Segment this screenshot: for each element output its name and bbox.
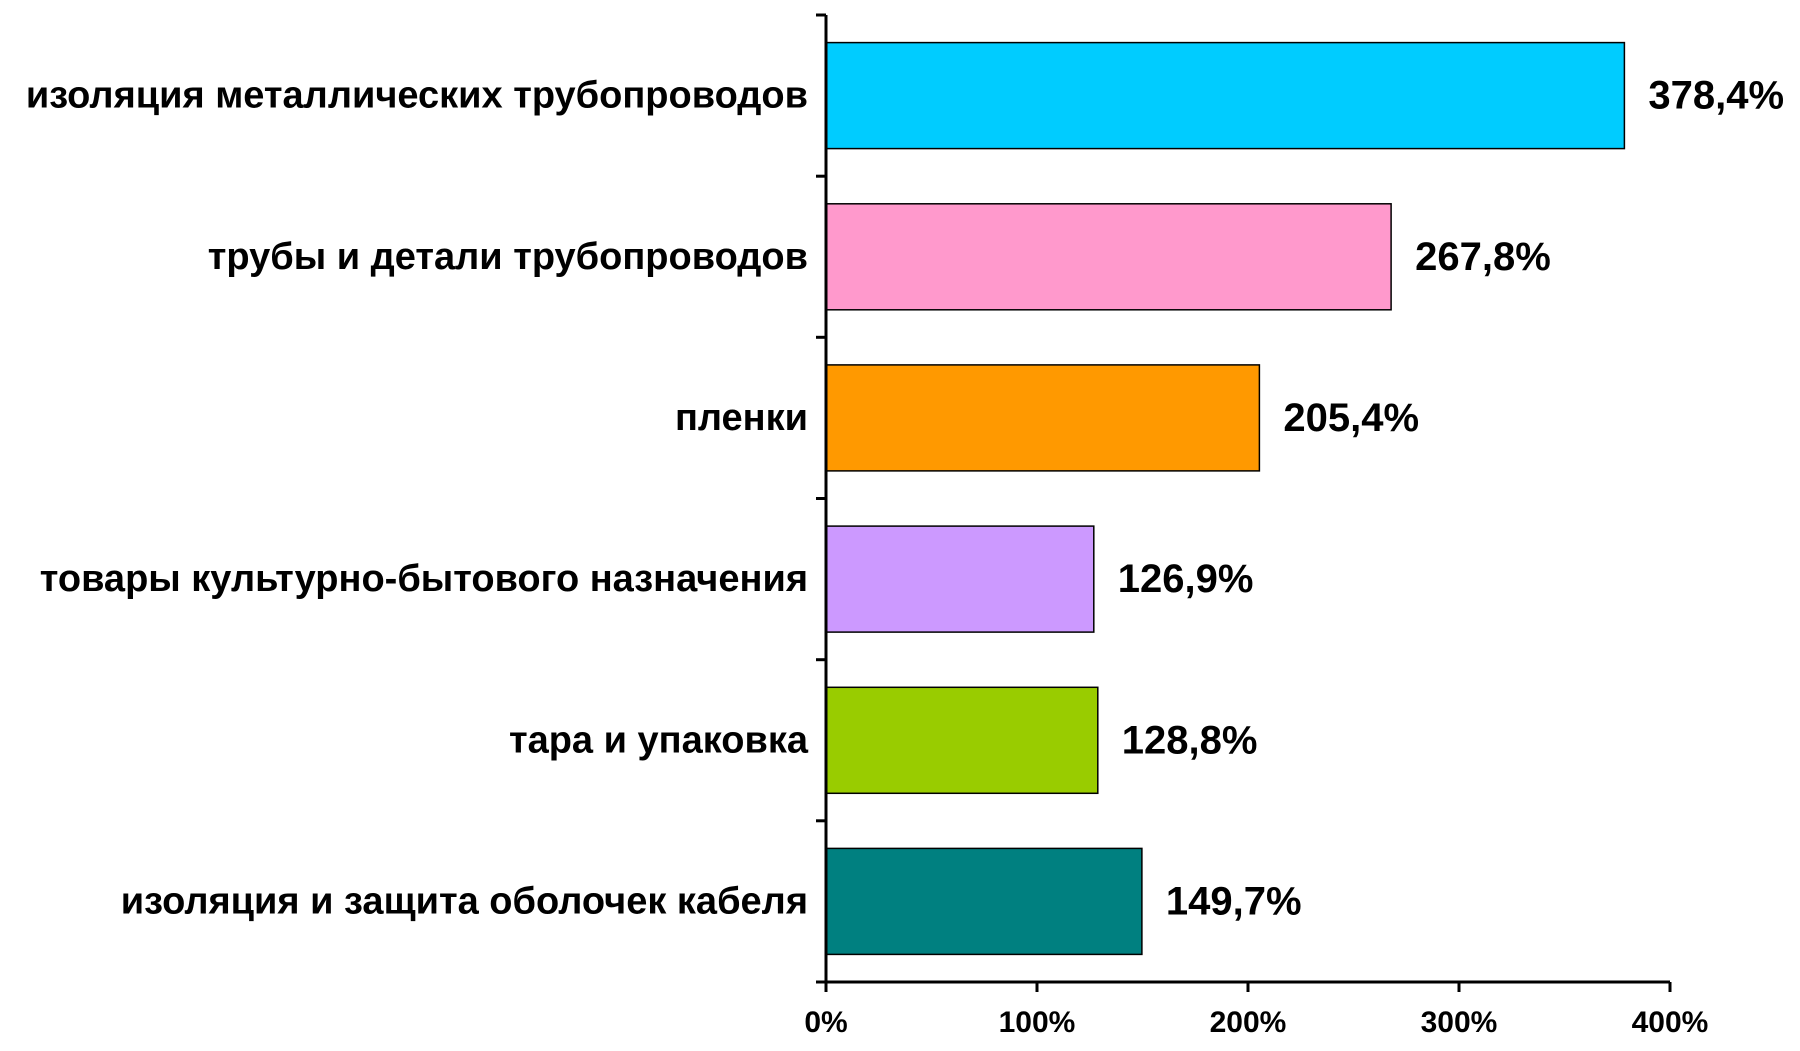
x-tick-label-4: 300% (1421, 1006, 1498, 1039)
x-tick-label-3: 200% (1210, 1006, 1287, 1039)
data-label-4: 126,9% (1118, 557, 1254, 601)
bar-1 (825, 41, 1626, 150)
category-label-1: изоляция металлических трубопроводов (26, 75, 808, 117)
bar-4 (825, 525, 1095, 633)
data-label-2: 267,8% (1415, 235, 1551, 279)
axes-layer (816, 13, 1672, 992)
x-tick-label-1: 0% (804, 1006, 847, 1039)
category-label-6: изоляция и защита оболочек кабеля (121, 880, 808, 922)
data-label-3: 205,4% (1283, 396, 1419, 440)
bar-2 (825, 203, 1392, 311)
bar-5 (825, 686, 1099, 795)
bar-6 (825, 847, 1143, 956)
category-label-4: товары культурно-бытового назначения (40, 558, 808, 600)
category-label-3: пленки (675, 397, 808, 439)
labels-layer: изоляция металлических трубопроводов 378,… (26, 74, 1784, 1039)
data-label-6: 149,7% (1166, 879, 1302, 923)
data-label-1: 378,4% (1648, 74, 1784, 118)
x-tick-label-5: 400% (1632, 1006, 1709, 1039)
category-label-5: тара и упаковка (509, 719, 809, 761)
x-tick-label-2: 100% (999, 1006, 1076, 1039)
bar-3 (825, 364, 1261, 472)
bars-layer (825, 41, 1626, 956)
category-label-2: трубы и детали трубопроводов (208, 236, 808, 278)
data-label-5: 128,8% (1122, 718, 1258, 762)
